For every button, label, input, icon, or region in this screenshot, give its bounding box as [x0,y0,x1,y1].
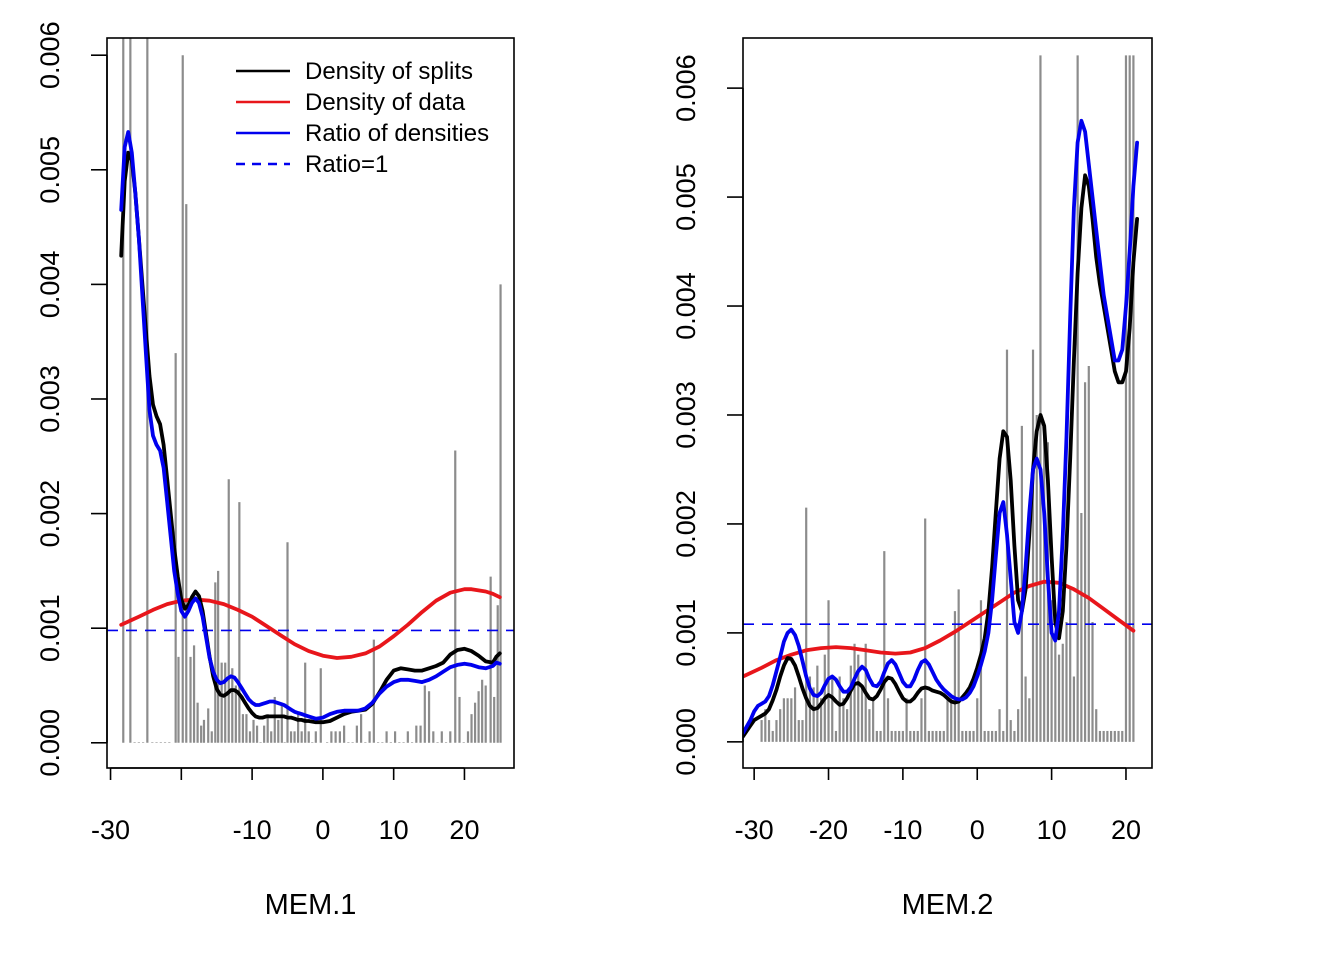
x-tick-label: 20 [1111,815,1141,845]
y-tick-label: 0.002 [35,480,65,548]
legend: Density of splits Density of data Ratio of… [236,58,489,178]
y-tick-label: 0.006 [35,21,65,89]
plot-frame [106,37,515,769]
plot-area [743,55,1152,742]
x-tick-label: 10 [379,815,409,845]
y-tick-label: 0.000 [35,709,65,777]
y-tick-label: 0.003 [35,365,65,433]
y-tick-label: 0.005 [35,136,65,204]
x-tick-label: 0 [315,815,330,845]
y-tick-label: 0.006 [671,54,701,122]
x-tick-label: -10 [883,815,922,845]
series-line-ratio-of-densities [119,130,502,721]
y-tick-label: 0.003 [671,381,701,449]
series-line-ratio-of-densities [743,118,1139,735]
legend-label: Density of data [305,89,466,116]
y-tick-label: 0.001 [671,599,701,667]
x-tick-label: -30 [735,815,774,845]
chart-mem2: -30 -20 -10 0 10 20 0.000 0.001 0.002 0.003 0.004 0… [671,37,1153,921]
y-tick-label: 0.005 [671,163,701,231]
plot-area [107,38,514,743]
series-line-density-of-splits [743,173,1139,739]
x-tick-label: -10 [233,815,272,845]
legend-label: Ratio=1 [305,151,388,178]
series-line-density-of-data [743,579,1136,679]
series-line-density-of-splits [119,150,502,725]
x-tick-label: 20 [449,815,479,845]
y-tick-label: 0.002 [671,490,701,558]
legend-label: Ratio of densities [305,120,489,147]
chart-mem1: -30 -10 0 10 20 0.000 0.001 0.002 0.003 0.004 0.00… [35,21,515,921]
x-tick-label: 0 [970,815,985,845]
x-tick-label: -20 [809,815,848,845]
y-tick-label: 0.001 [35,594,65,662]
legend-label: Density of splits [305,58,473,85]
y-tick-label: 0.000 [671,708,701,776]
y-tick-label: 0.004 [671,272,701,340]
x-axis-title: MEM.1 [265,889,357,921]
y-tick-label: 0.004 [35,251,65,319]
x-tick-label: -30 [91,815,130,845]
plot-frame [742,37,1153,769]
x-axis-title: MEM.2 [902,889,994,921]
x-tick-label: 10 [1037,815,1067,845]
